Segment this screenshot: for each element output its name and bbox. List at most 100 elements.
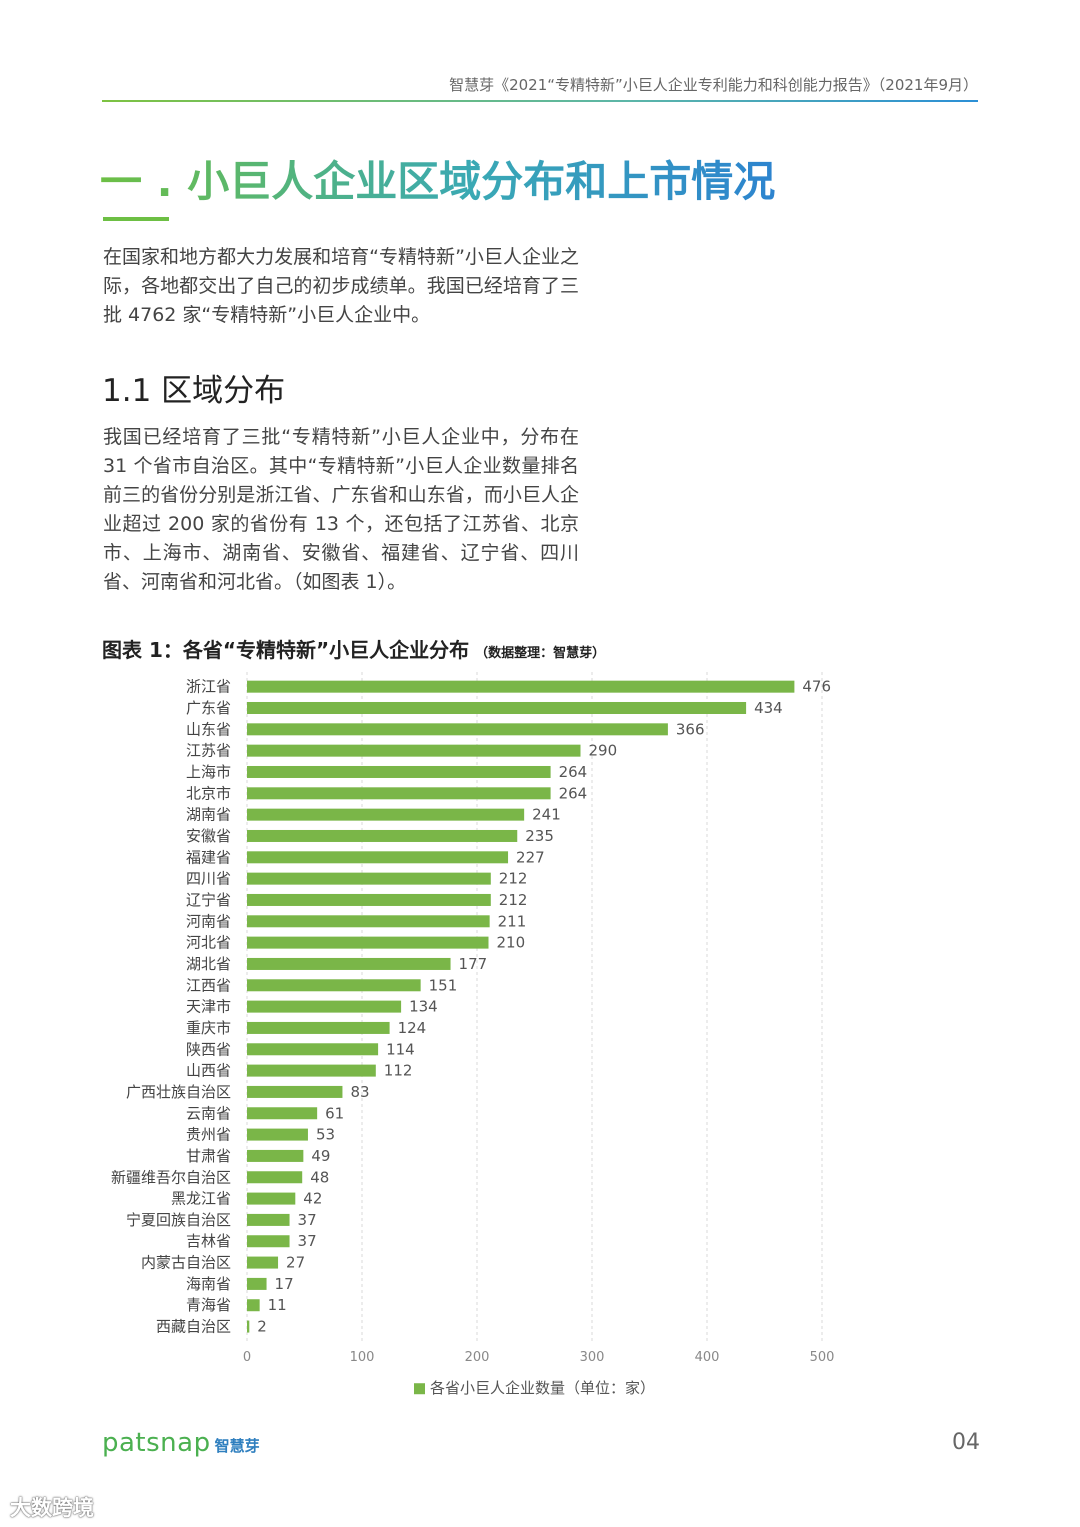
- category-label: 山东省: [186, 720, 231, 738]
- bar: [247, 1128, 308, 1141]
- data-label: 112: [384, 1062, 413, 1080]
- category-label: 吉林省: [186, 1232, 231, 1250]
- brand-name: patsnap: [102, 1428, 211, 1458]
- bar: [247, 744, 581, 757]
- data-label: 2: [257, 1318, 267, 1336]
- data-label: 434: [754, 699, 783, 717]
- bar: [247, 680, 795, 693]
- bar: [247, 1299, 260, 1312]
- category-label: 广东省: [186, 699, 231, 717]
- data-label: 114: [386, 1040, 415, 1058]
- bar: [247, 1043, 379, 1056]
- category-label: 广西壮族自治区: [126, 1083, 231, 1101]
- category-label: 河北省: [186, 934, 231, 952]
- category-label: 天津市: [186, 998, 231, 1016]
- data-label: 37: [298, 1232, 317, 1250]
- category-label: 四川省: [186, 870, 231, 888]
- x-tick-label: 200: [465, 1350, 490, 1365]
- data-label: 42: [303, 1190, 322, 1208]
- data-label: 211: [498, 912, 527, 930]
- figure-caption-note: （数据整理：智慧芽）: [475, 646, 606, 661]
- data-label: 235: [525, 827, 554, 845]
- category-label: 宁夏回族自治区: [126, 1211, 231, 1229]
- data-label: 17: [275, 1275, 294, 1293]
- bar: [247, 1320, 250, 1333]
- bar: [247, 936, 489, 949]
- bar: [247, 1277, 267, 1290]
- bar: [247, 851, 509, 864]
- bar: [247, 1235, 290, 1248]
- data-label: 264: [559, 784, 588, 802]
- title-underline: [103, 217, 169, 221]
- data-label: 212: [499, 870, 528, 888]
- data-label: 227: [516, 848, 545, 866]
- region-paragraph: 我国已经培育了三批“专精特新”小巨人企业中，分布在 31 个省市自治区。其中“专…: [103, 426, 579, 593]
- intro-paragraph: 在国家和地方都大力发展和培育“专精特新”小巨人企业之际，各地都交出了自己的初步成…: [103, 246, 579, 326]
- bar: [247, 1064, 376, 1077]
- section-title: 一 . 小巨人企业区域分布和上市情况: [100, 148, 775, 209]
- bar: [247, 787, 551, 800]
- category-label: 江苏省: [186, 742, 231, 760]
- category-label: 辽宁省: [186, 891, 231, 909]
- page-number: 04: [952, 1430, 980, 1455]
- x-tick-label: 400: [695, 1350, 720, 1365]
- brand-name-cn: 智慧芽: [214, 1437, 260, 1455]
- category-label: 江西省: [186, 976, 231, 994]
- bar: [247, 872, 491, 885]
- bar: [247, 1000, 402, 1013]
- bar: [247, 979, 421, 992]
- bar: [247, 1213, 290, 1226]
- category-label: 甘肃省: [186, 1147, 231, 1165]
- data-label: 476: [802, 678, 831, 696]
- category-label: 山西省: [186, 1062, 231, 1080]
- x-tick-label: 500: [810, 1350, 835, 1365]
- bar: [247, 1149, 304, 1162]
- category-label: 湖北省: [186, 955, 231, 973]
- bar: [247, 808, 525, 821]
- category-label: 上海市: [186, 763, 231, 781]
- category-label: 重庆市: [186, 1019, 231, 1037]
- data-label: 48: [310, 1168, 329, 1186]
- data-label: 124: [398, 1019, 427, 1037]
- corner-watermark-logo: 大数跨境: [10, 1496, 94, 1520]
- data-label: 83: [350, 1083, 369, 1101]
- bar: [247, 765, 551, 778]
- figure-caption: 图表 1：各省“专精特新”小巨人企业分布 （数据整理：智慧芽）: [102, 634, 605, 663]
- report-header-title: 智慧芽《2021“专精特新”小巨人企业专利能力和科创能力报告》（2021年9月）: [449, 76, 978, 94]
- x-tick-label: 0: [243, 1350, 251, 1365]
- subsection-title: 1.1 区域分布: [102, 373, 286, 409]
- category-label: 浙江省: [186, 678, 231, 696]
- chart-canvas: 浙江省 476 广东省 434 山东省 366 江苏省 290 上海市 264 北京市 264 湖南省 2…: [111, 672, 835, 1397]
- header-divider: [102, 100, 978, 102]
- data-label: 290: [589, 742, 618, 760]
- category-label: 内蒙古自治区: [141, 1254, 231, 1272]
- x-tick-label: 100: [350, 1350, 375, 1365]
- bar: [247, 1107, 318, 1120]
- category-label: 西藏自治区: [156, 1318, 231, 1336]
- legend-label: 各省小巨人企业数量（单位：家）: [430, 1379, 655, 1397]
- data-label: 264: [559, 763, 588, 781]
- bar: [247, 1085, 343, 1098]
- x-tick-label: 300: [580, 1350, 605, 1365]
- data-label: 37: [298, 1211, 317, 1229]
- category-label: 陕西省: [186, 1040, 231, 1058]
- bar: [247, 957, 451, 970]
- bar: [247, 1256, 279, 1269]
- bar: [247, 1021, 390, 1034]
- category-label: 安徽省: [186, 827, 231, 845]
- data-label: 151: [429, 976, 458, 994]
- bar: [247, 723, 668, 736]
- category-label: 云南省: [186, 1104, 231, 1122]
- category-label: 北京市: [186, 784, 231, 802]
- category-label: 青海省: [186, 1296, 231, 1314]
- data-label: 49: [311, 1147, 330, 1165]
- bar: [247, 915, 490, 928]
- figure-caption-title: 图表 1：各省“专精特新”小巨人企业分布: [102, 638, 470, 662]
- category-label: 河南省: [186, 912, 231, 930]
- province-bar-chart: 浙江省 476 广东省 434 山东省 366 江苏省 290 上海市 264 北京市 264 湖南省 2…: [90, 672, 850, 1414]
- data-label: 177: [459, 955, 488, 973]
- bar: [247, 1171, 303, 1184]
- bar: [247, 893, 491, 906]
- bar: [247, 829, 518, 842]
- bar: [247, 701, 747, 714]
